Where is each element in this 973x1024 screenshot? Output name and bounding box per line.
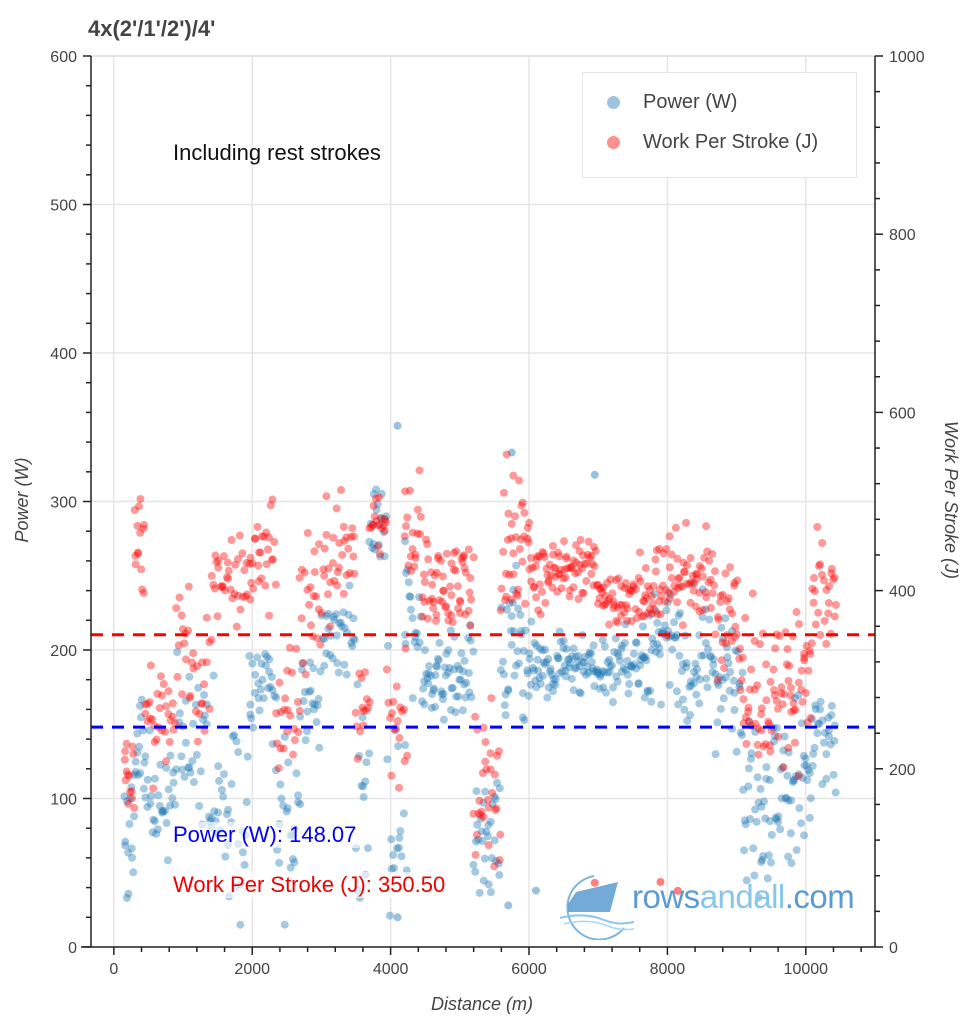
legend-label-work: Work Per Stroke (J): [643, 131, 819, 153]
x-axis-label: Distance (m): [431, 994, 533, 1014]
work-dot-icon: [607, 136, 620, 149]
svg-text:100: 100: [50, 792, 77, 809]
svg-text:500: 500: [50, 198, 77, 215]
svg-text:600: 600: [889, 405, 916, 422]
svg-text:400: 400: [50, 346, 77, 363]
power-dot-icon: [607, 96, 620, 109]
watermark-text: rowsandall.com: [632, 878, 855, 915]
svg-text:300: 300: [50, 495, 77, 512]
y2-axis-label: Work Per Stroke (J): [941, 421, 961, 579]
svg-text:10000: 10000: [784, 961, 829, 978]
svg-text:600: 600: [50, 49, 77, 66]
svg-text:200: 200: [889, 762, 916, 779]
legend-label-power: Power (W): [643, 91, 738, 113]
svg-text:0: 0: [109, 961, 118, 978]
chart-title: 4x(2'/1'/2')/4': [88, 16, 216, 41]
y-axis-label: Power (W): [12, 458, 32, 543]
legend-item-work[interactable]: Work Per Stroke (J): [607, 131, 818, 154]
svg-text:0: 0: [68, 940, 77, 957]
subtitle-note: Including rest strokes: [173, 140, 381, 165]
svg-text:400: 400: [889, 584, 916, 601]
svg-text:6000: 6000: [511, 961, 547, 978]
svg-text:200: 200: [50, 643, 77, 660]
svg-text:1000: 1000: [889, 49, 925, 66]
power-points: [120, 421, 840, 929]
svg-text:2000: 2000: [234, 961, 270, 978]
legend: Power (W) Work Per Stroke (J): [582, 72, 857, 178]
svg-text:800: 800: [889, 227, 916, 244]
power-mean-label: Power (W): 148.07: [170, 822, 360, 848]
work-mean-label: Work Per Stroke (J): 350.50: [170, 872, 449, 898]
legend-item-power[interactable]: Power (W): [607, 91, 737, 114]
rowing-boat-logo-icon: [559, 875, 634, 940]
svg-text:8000: 8000: [650, 961, 686, 978]
mean-lines: [91, 633, 875, 729]
work-points: [120, 450, 840, 895]
watermark-logo: rowsandall.com: [554, 870, 870, 940]
svg-text:0: 0: [889, 940, 898, 957]
svg-text:4000: 4000: [373, 961, 409, 978]
